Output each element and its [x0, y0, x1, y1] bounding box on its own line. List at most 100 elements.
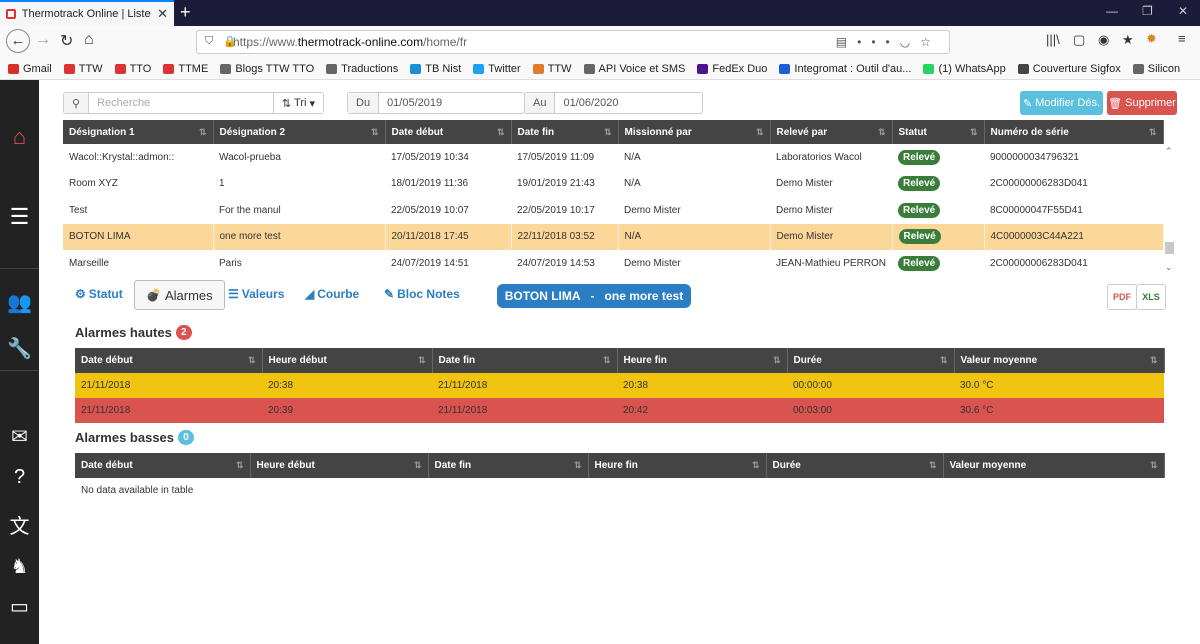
translate-icon[interactable]: 文 — [9, 516, 30, 538]
sort-icon[interactable]: ⇅ — [1149, 355, 1158, 365]
column-header[interactable]: Relevé par ⇅ — [770, 120, 893, 144]
users-icon[interactable]: 👥 — [7, 292, 32, 314]
sort-icon[interactable]: ⇅ — [496, 127, 505, 137]
date-to-input[interactable]: 01/06/2020 — [563, 97, 619, 109]
url-bar[interactable]: ⛉ 🔒 https://www.thermotrack-online.com/h… — [196, 30, 950, 54]
restore-icon[interactable]: ❐ — [1142, 4, 1153, 18]
sort-icon[interactable]: ⇅ — [928, 460, 937, 470]
column-header[interactable]: Heure début ⇅ — [262, 348, 433, 373]
column-header[interactable]: Date fin ⇅ — [511, 120, 619, 144]
bookmark-item[interactable]: TB Nist — [410, 63, 461, 75]
account-icon[interactable]: ◉ — [1098, 32, 1110, 47]
sort-icon[interactable]: ⇅ — [772, 355, 781, 365]
forward-button[interactable]: → — [35, 31, 51, 48]
scroll-up-icon[interactable]: ⌃ — [1165, 146, 1173, 156]
more-actions-icon[interactable]: ••• — [857, 35, 900, 49]
wrench-icon[interactable]: 🔧 — [7, 338, 32, 360]
sort-icon[interactable]: ⇅ — [603, 127, 612, 137]
column-header[interactable]: Heure début ⇅ — [250, 453, 429, 478]
export-excel-button[interactable]: XLS — [1136, 284, 1166, 310]
sort-icon[interactable]: ⇅ — [1149, 460, 1158, 470]
sort-icon[interactable]: ⇅ — [198, 127, 207, 137]
shield-icon[interactable]: ⛉ — [205, 35, 214, 47]
column-header[interactable]: Date fin ⇅ — [432, 348, 618, 373]
sort-icon[interactable]: ⇅ — [417, 355, 426, 365]
bookmark-item[interactable]: TTO — [114, 63, 151, 75]
table-row[interactable]: Marseille Paris 24/07/2019 14:51 24/07/2019… — [63, 250, 1163, 277]
column-header[interactable]: Statut ⇅ — [892, 120, 985, 144]
bookmark-item[interactable]: TTW — [63, 63, 103, 75]
table-row[interactable]: Wacol::Krystal::admon:: Wacol-prueba 17/05… — [63, 144, 1163, 171]
column-header[interactable]: Valeur moyenne ⇅ — [954, 348, 1165, 373]
bookmark-item[interactable]: Couverture Sigfox — [1017, 63, 1121, 75]
close-tab-icon[interactable]: ✕ — [157, 6, 168, 21]
alarm-row[interactable]: 21/11/2018 20:39 21/11/2018 20:42 00:03:00 30… — [75, 398, 1164, 423]
desktop-icon[interactable]: ▭ — [10, 596, 29, 618]
bookmark-star-icon[interactable]: ☆ — [920, 35, 941, 49]
home-icon[interactable]: ⌂ — [12, 124, 27, 149]
bookmark-item[interactable]: Integromat : Outil d'au... — [779, 63, 911, 75]
list-icon[interactable]: ☰ — [9, 204, 30, 229]
tab-bloc-notes[interactable]: ✎ Bloc Notes — [384, 287, 460, 301]
minimize-icon[interactable]: — — [1106, 4, 1118, 18]
date-from-input[interactable]: 01/05/2019 — [387, 97, 443, 109]
android-icon[interactable]: ♞ — [10, 556, 29, 578]
sort-icon[interactable]: ⇅ — [235, 460, 244, 470]
back-button[interactable]: ← — [6, 29, 30, 53]
bookmark-item[interactable]: (1) WhatsApp — [923, 63, 1006, 75]
tab-valeurs[interactable]: ☰ Valeurs — [228, 287, 285, 301]
sort-icon[interactable]: ⇅ — [370, 127, 379, 137]
column-header[interactable]: Date début ⇅ — [385, 120, 512, 144]
browser-tab[interactable]: Thermotrack Online | Liste des ✕ — [0, 0, 174, 26]
column-header[interactable]: Désignation 1 ⇅ — [63, 120, 214, 144]
star-icon[interactable]: ★ — [1122, 32, 1134, 47]
url-actions[interactable]: ▤•••◡☆ — [836, 35, 941, 49]
sort-icon[interactable]: ⇅ — [1148, 127, 1157, 137]
table-row[interactable]: BOTON LIMA one more test 20/11/2018 17:45 2… — [63, 223, 1164, 250]
sort-icon[interactable]: ⇅ — [939, 355, 948, 365]
help-icon[interactable]: ? — [13, 466, 26, 488]
extension-icon[interactable]: ✹ — [1146, 31, 1157, 46]
tab-courbe[interactable]: ◢ Courbe — [305, 287, 360, 301]
reload-button[interactable]: ↻ — [60, 33, 74, 50]
column-header[interactable]: Durée ⇅ — [766, 453, 944, 478]
reader-view-icon[interactable]: ▤ — [835, 35, 858, 49]
sort-icon[interactable]: ⇅ — [413, 460, 422, 470]
delete-button[interactable]: 🗑 Supprimer — [1107, 91, 1177, 115]
column-header[interactable]: Valeur moyenne ⇅ — [943, 453, 1165, 478]
sort-icon[interactable]: ⇅ — [755, 127, 764, 137]
lock-icon[interactable]: 🔒 — [223, 36, 237, 48]
search-input[interactable]: Recherche — [97, 97, 151, 109]
column-header[interactable]: Date début ⇅ — [75, 348, 263, 373]
tab-statut[interactable]: ⚙ Statut — [75, 287, 123, 301]
home-button[interactable]: ⌂ — [84, 31, 94, 48]
sort-icon[interactable]: ⇅ — [969, 127, 978, 137]
bookmark-item[interactable]: API Voice et SMS — [583, 63, 685, 75]
sort-icon[interactable]: ⇅ — [247, 355, 256, 365]
column-header[interactable]: Date fin ⇅ — [428, 453, 589, 478]
column-header[interactable]: Heure fin ⇅ — [617, 348, 788, 373]
table-row[interactable]: Room XYZ 1 18/01/2019 11:36 19/01/2019 21:4… — [63, 171, 1163, 198]
column-header[interactable]: Durée ⇅ — [787, 348, 955, 373]
column-header[interactable]: Date début ⇅ — [75, 453, 251, 478]
table-row[interactable]: Test For the manul 22/05/2019 10:07 22/05/2… — [63, 197, 1163, 224]
bookmark-item[interactable]: TTME — [163, 63, 208, 75]
sort-icon[interactable]: ⇅ — [573, 460, 582, 470]
bookmark-item[interactable]: FedEx Duo — [697, 63, 767, 75]
bookmark-item[interactable]: Traductions — [326, 63, 398, 75]
bookmark-item[interactable]: Twitter — [473, 63, 521, 75]
tab-alarmes[interactable]: 💣 Alarmes — [134, 280, 225, 310]
scroll-thumb[interactable] — [1165, 242, 1174, 254]
column-header[interactable]: Missionné par ⇅ — [618, 120, 771, 144]
bookmark-item[interactable]: TTW — [532, 63, 572, 75]
new-tab-button[interactable]: + — [180, 2, 191, 22]
alarm-row[interactable]: 21/11/2018 20:38 21/11/2018 20:38 00:00:00 30… — [75, 373, 1164, 398]
scroll-down-icon[interactable]: ⌄ — [1165, 262, 1173, 272]
table-scrollbar[interactable]: ⌃ ⌄ — [1163, 146, 1175, 274]
library-icon[interactable]: |||\ — [1046, 32, 1060, 47]
column-header[interactable]: Désignation 2 ⇅ — [213, 120, 386, 144]
export-pdf-button[interactable]: PDF — [1107, 284, 1137, 310]
column-header[interactable]: Heure fin ⇅ — [588, 453, 767, 478]
bookmark-item[interactable]: Silicon — [1132, 63, 1180, 75]
sort-icon[interactable]: ⇅ — [877, 127, 886, 137]
